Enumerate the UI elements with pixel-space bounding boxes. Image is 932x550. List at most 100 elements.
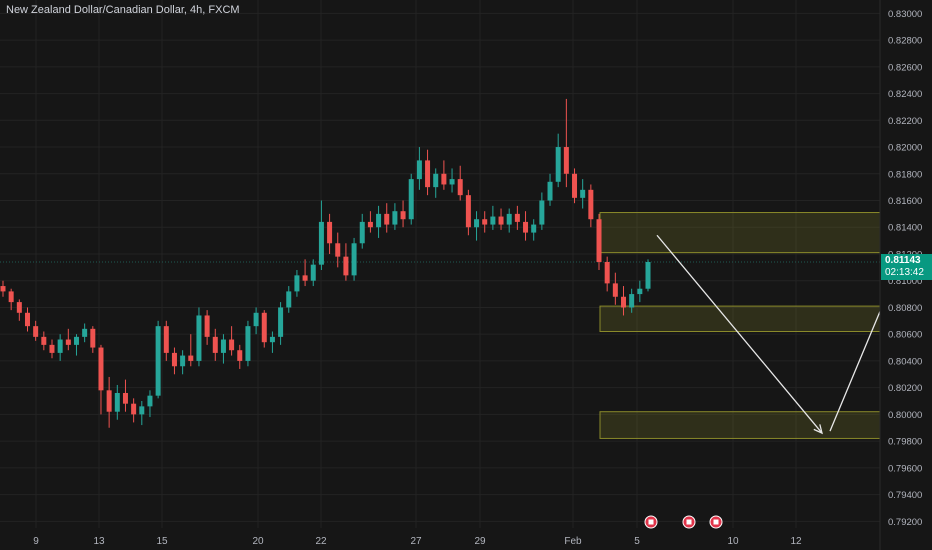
arrow-head xyxy=(813,424,823,435)
supply-demand-zone[interactable] xyxy=(599,411,881,439)
candle-body xyxy=(220,339,226,353)
time-tick-label: 12 xyxy=(790,536,802,547)
candle-body xyxy=(33,326,39,337)
candle-body xyxy=(327,221,333,244)
candle-body xyxy=(596,219,602,262)
candle-body xyxy=(351,243,357,276)
candle-body xyxy=(629,294,635,308)
time-axis[interactable]: 9 13 15 20 22 27 29 Feb 5 10 12 xyxy=(33,536,802,547)
event-icon-flag xyxy=(713,519,719,525)
candle-body xyxy=(261,312,267,343)
time-tick-label: 15 xyxy=(156,536,168,547)
candle-body xyxy=(572,173,578,198)
canada-flag-event-icon[interactable] xyxy=(709,515,723,529)
candle-body xyxy=(139,406,145,415)
event-icon-flag xyxy=(686,519,692,525)
price-tick-label: 0.80200 xyxy=(888,383,922,394)
price-tick-label: 0.79400 xyxy=(888,490,922,501)
time-tick-label: 29 xyxy=(474,536,486,547)
candle-body xyxy=(171,352,177,367)
projection-arrow[interactable] xyxy=(656,234,881,435)
price-tick-label: 0.79200 xyxy=(888,517,922,528)
candle-body xyxy=(531,224,537,233)
candle-body xyxy=(449,179,455,185)
candle-body xyxy=(57,339,63,353)
candle-body xyxy=(106,390,112,412)
price-tick-label: 0.81400 xyxy=(888,223,922,234)
current-price-value: 0.81143 xyxy=(885,254,921,266)
candle-body xyxy=(131,403,137,415)
candle-body xyxy=(580,189,586,198)
zones xyxy=(599,212,881,439)
price-tick-label: 0.79800 xyxy=(888,437,922,448)
candle-body xyxy=(229,339,235,351)
candle-body xyxy=(302,275,308,281)
grid-lines xyxy=(0,0,880,528)
price-tick-label: 0.83000 xyxy=(888,9,922,20)
candle-body xyxy=(245,326,251,361)
candles xyxy=(0,98,651,428)
candle-body xyxy=(8,291,14,303)
candle-body xyxy=(90,328,96,348)
price-tick-label: 0.81000 xyxy=(888,276,922,287)
supply-demand-zone[interactable] xyxy=(599,305,881,333)
arrow-up-segment xyxy=(829,311,881,432)
time-tick-label: 27 xyxy=(410,536,422,547)
price-tick-label: 0.80800 xyxy=(888,303,922,314)
candle-body xyxy=(253,312,259,327)
candle-body xyxy=(645,261,651,289)
canada-flag-event-icon[interactable] xyxy=(644,515,658,529)
candle-body xyxy=(376,213,382,228)
candle-body xyxy=(310,264,316,281)
candle-body xyxy=(400,211,406,220)
candle-body xyxy=(637,288,643,295)
candle-body xyxy=(555,147,561,182)
candle-body xyxy=(547,181,553,201)
candle-body xyxy=(122,392,128,404)
candle-body xyxy=(563,147,569,174)
candle-body xyxy=(474,219,480,228)
price-tick-label: 0.82400 xyxy=(888,89,922,100)
candle-body xyxy=(147,395,153,407)
candle-body xyxy=(155,326,161,396)
candle-body xyxy=(425,160,431,188)
supply-demand-zone[interactable] xyxy=(599,212,881,254)
candle-body xyxy=(212,336,218,353)
price-tick-label: 0.80600 xyxy=(888,330,922,341)
candle-body xyxy=(82,328,88,337)
time-tick-label: 10 xyxy=(727,536,739,547)
candle-body xyxy=(539,200,545,225)
candle-body xyxy=(416,160,422,180)
candle-body xyxy=(65,339,71,345)
arrow-down-segment xyxy=(656,234,823,434)
candle-body xyxy=(457,179,463,196)
price-tick-label: 0.82600 xyxy=(888,62,922,73)
candle-body xyxy=(490,216,496,225)
price-tick-label: 0.82800 xyxy=(888,36,922,47)
candle-body xyxy=(612,283,618,297)
candle-body xyxy=(269,336,275,343)
time-tick-label: 13 xyxy=(93,536,105,547)
candle-body xyxy=(114,392,120,412)
candle-body xyxy=(465,195,471,228)
candle-body xyxy=(441,173,447,185)
candle-body xyxy=(188,355,194,361)
candle-body xyxy=(237,350,243,361)
candle-body xyxy=(392,211,398,225)
candle-body xyxy=(523,221,529,233)
candle-body xyxy=(24,312,30,327)
candle-body xyxy=(294,275,300,292)
time-tick-label: 9 xyxy=(33,536,39,547)
price-tick-label: 0.79600 xyxy=(888,463,922,474)
candle-body xyxy=(506,213,512,225)
candle-body xyxy=(384,213,390,225)
candle-body xyxy=(621,296,627,308)
candle-body xyxy=(604,261,610,284)
time-tick-label: 22 xyxy=(315,536,327,547)
economic-events[interactable] xyxy=(644,515,723,529)
candle-body xyxy=(204,315,210,337)
canada-flag-event-icon[interactable] xyxy=(682,515,696,529)
candle-body xyxy=(41,336,47,345)
